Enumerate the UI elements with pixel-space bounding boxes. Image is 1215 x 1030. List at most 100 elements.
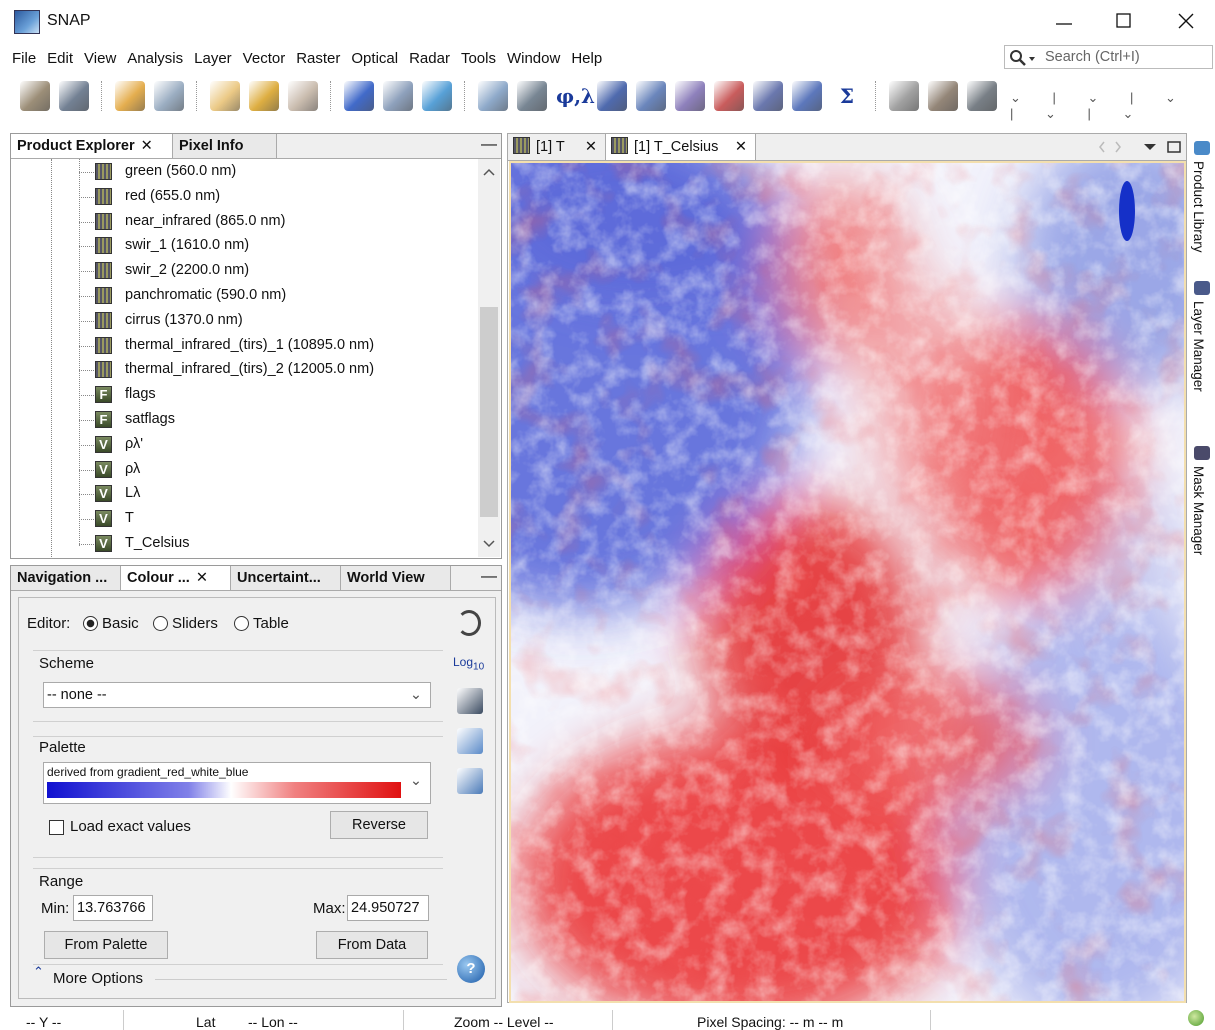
panel-tab[interactable]: World View bbox=[341, 566, 451, 590]
tree-node[interactable]: cirrus (1370.0 nm) bbox=[79, 309, 469, 333]
side-panel-tab[interactable]: Product Library bbox=[1191, 161, 1206, 253]
maximize-button[interactable] bbox=[1116, 13, 1131, 28]
min-input[interactable]: 13.763766 bbox=[73, 895, 153, 921]
reverse-button[interactable]: Reverse bbox=[330, 811, 428, 839]
radio-option[interactable]: Table bbox=[234, 615, 289, 632]
from-palette-button[interactable]: From Palette bbox=[44, 931, 168, 959]
tab-close[interactable]: ✕ bbox=[734, 139, 747, 155]
side-icon[interactable] bbox=[1194, 281, 1210, 295]
side-panel-tab[interactable]: Layer Manager bbox=[1191, 301, 1206, 392]
checkbox[interactable] bbox=[49, 820, 64, 835]
tab-close[interactable]: ✕ bbox=[195, 570, 208, 586]
more-options[interactable]: More Options bbox=[53, 970, 144, 987]
tab-scroll[interactable] bbox=[1099, 141, 1121, 153]
toolbar-button[interactable] bbox=[288, 81, 318, 111]
tree-node[interactable]: thermal_infrared_(tirs)_2 (12005.0 nm) bbox=[79, 358, 469, 382]
menu-item[interactable]: Vector bbox=[242, 50, 286, 67]
toolbar-button[interactable] bbox=[675, 81, 705, 111]
menu-item[interactable]: Layer bbox=[194, 50, 232, 67]
toolbar-button[interactable] bbox=[59, 81, 89, 111]
menu-item[interactable]: Optical bbox=[351, 50, 399, 67]
help-button[interactable]: ? bbox=[457, 955, 485, 983]
toolbar-button[interactable]: Σ bbox=[839, 84, 855, 108]
toolbar-button[interactable] bbox=[383, 81, 413, 111]
toolbar-button[interactable] bbox=[714, 81, 744, 111]
log-button[interactable]: Log10 bbox=[453, 655, 484, 672]
toolbar-button[interactable] bbox=[636, 81, 666, 111]
scroll-up[interactable] bbox=[482, 167, 496, 177]
radio-button[interactable] bbox=[234, 616, 249, 631]
max-input[interactable]: 24.950727 bbox=[347, 895, 429, 921]
radio-option[interactable]: Basic bbox=[83, 615, 139, 632]
image-tab[interactable]: [1] T ✕ bbox=[508, 134, 606, 160]
panel-tab[interactable]: Product Explorer ✕ bbox=[11, 134, 173, 158]
menu-item[interactable]: Tools bbox=[460, 50, 496, 67]
toolbar-button[interactable] bbox=[154, 81, 184, 111]
menu-item[interactable]: Edit bbox=[47, 50, 74, 67]
toolbar-button[interactable] bbox=[928, 81, 958, 111]
side-icon[interactable] bbox=[1194, 446, 1210, 460]
menu-item[interactable]: File bbox=[12, 50, 37, 67]
toolbar-button[interactable] bbox=[753, 81, 783, 111]
side-icon[interactable] bbox=[1194, 141, 1210, 155]
toolbar-button[interactable] bbox=[20, 81, 50, 111]
toolbar-button[interactable] bbox=[210, 81, 240, 111]
side-panel-tab[interactable]: Mask Manager bbox=[1191, 466, 1206, 556]
tree-node[interactable]: V Lλ bbox=[79, 482, 469, 506]
tree-node[interactable]: swir_1 (1610.0 nm) bbox=[79, 234, 469, 258]
tool-button[interactable] bbox=[457, 728, 483, 754]
panel-tab[interactable]: Navigation ... bbox=[11, 566, 121, 590]
panel-tab[interactable]: Pixel Info bbox=[173, 134, 277, 158]
toolbar-button[interactable] bbox=[889, 81, 919, 111]
tree-node[interactable]: green (560.0 nm) bbox=[79, 160, 469, 184]
scroll-thumb[interactable] bbox=[480, 307, 498, 517]
menu-item[interactable]: Raster bbox=[296, 50, 341, 67]
search-box[interactable]: Search (Ctrl+I) bbox=[1004, 45, 1213, 69]
radio-option[interactable]: Sliders bbox=[153, 615, 218, 632]
panel-tab[interactable]: Uncertaint... bbox=[231, 566, 341, 590]
menu-item[interactable]: Window bbox=[506, 50, 561, 67]
toolbar-button[interactable] bbox=[517, 81, 547, 111]
menu-item[interactable]: Help bbox=[571, 50, 603, 67]
tree-node[interactable]: panchromatic (590.0 nm) bbox=[79, 284, 469, 308]
toolbar-button[interactable] bbox=[967, 81, 997, 111]
image-tab[interactable]: [1] T_Celsius ✕ bbox=[606, 134, 756, 160]
tool-button[interactable] bbox=[457, 768, 483, 794]
minimize-panel[interactable]: — bbox=[481, 136, 497, 153]
tree-node[interactable]: near_infrared (865.0 nm) bbox=[79, 210, 469, 234]
menu-item[interactable]: Radar bbox=[409, 50, 450, 67]
radio-button[interactable] bbox=[153, 616, 168, 631]
toolbar-button[interactable] bbox=[792, 81, 822, 111]
reset-button[interactable] bbox=[457, 610, 481, 636]
toolbar-button[interactable]: φ,λ bbox=[556, 84, 596, 108]
scrollbar[interactable] bbox=[478, 159, 500, 557]
tree-node[interactable]: thermal_infrared_(tirs)_1 (10895.0 nm) bbox=[79, 334, 469, 358]
from-data-button[interactable]: From Data bbox=[316, 931, 428, 959]
scheme-dropdown[interactable]: -- none -- ⌄ bbox=[43, 682, 431, 708]
panel-tab[interactable]: Colour ... ✕ bbox=[121, 566, 231, 590]
toolbar-button[interactable] bbox=[478, 81, 508, 111]
tab-list[interactable] bbox=[1144, 144, 1156, 150]
scroll-down[interactable] bbox=[482, 539, 496, 549]
toolbar-button[interactable] bbox=[344, 81, 374, 111]
image-canvas[interactable] bbox=[509, 161, 1186, 1003]
tool-button[interactable] bbox=[457, 688, 483, 714]
menu-item[interactable]: Analysis bbox=[127, 50, 184, 67]
maximize-view[interactable] bbox=[1167, 141, 1181, 153]
close-button[interactable] bbox=[1178, 13, 1194, 29]
toolbar-button[interactable] bbox=[249, 81, 279, 111]
menu-item[interactable]: View bbox=[84, 50, 117, 67]
tree-node[interactable]: red (655.0 nm) bbox=[79, 185, 469, 209]
tree-node[interactable]: V T_Celsius bbox=[79, 532, 469, 556]
toolbar-button[interactable] bbox=[422, 81, 452, 111]
tab-close[interactable]: ✕ bbox=[140, 138, 153, 154]
tab-close[interactable]: ✕ bbox=[584, 139, 597, 155]
palette-dropdown[interactable]: derived from gradient_red_white_blue ⌄ bbox=[43, 762, 431, 804]
tree-node[interactable]: swir_2 (2200.0 nm) bbox=[79, 259, 469, 283]
minimize-panel[interactable]: — bbox=[481, 568, 497, 585]
